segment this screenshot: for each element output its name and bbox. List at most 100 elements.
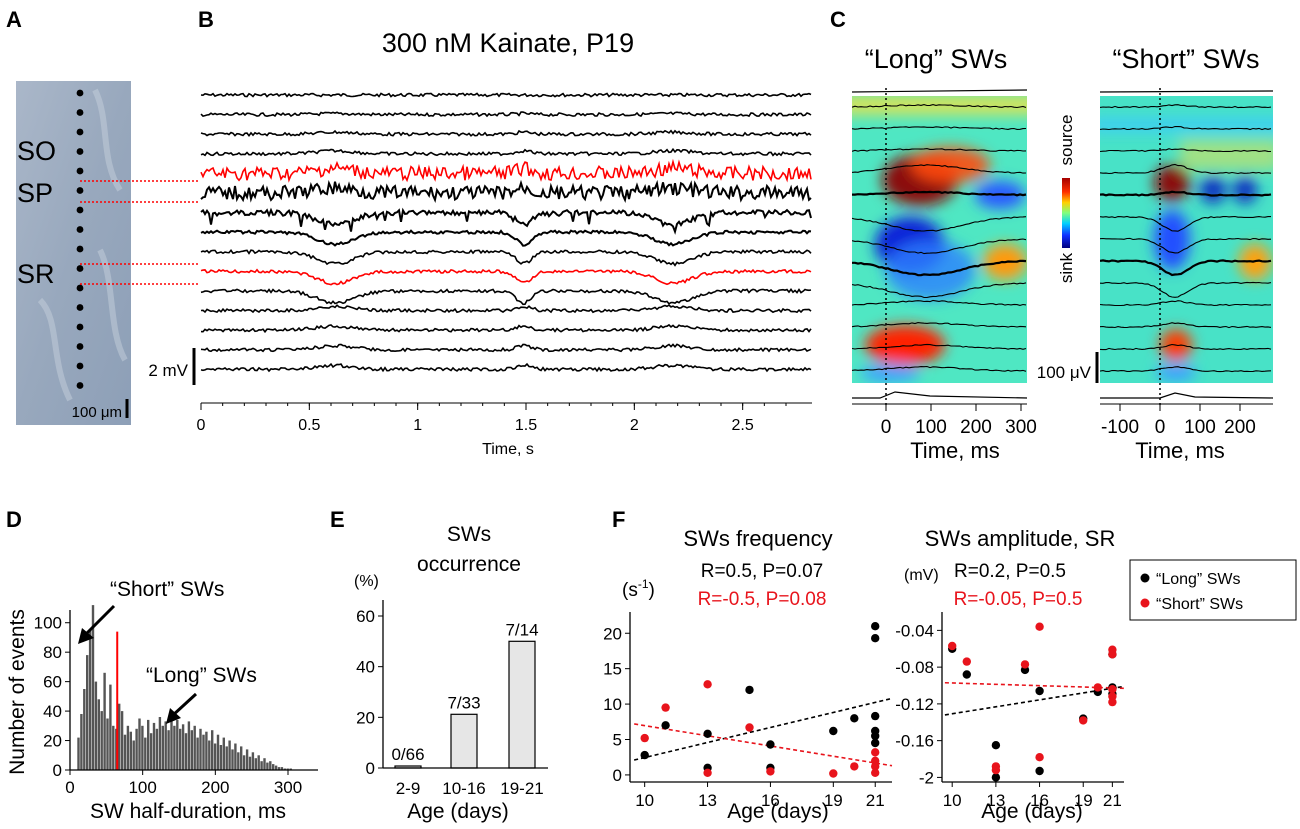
histogram-bar <box>158 717 162 770</box>
electrode-dot <box>76 245 84 253</box>
panel-e: E SWs occurrence (%) 0/66 2-9 7/33 10-16 7/1… <box>330 507 548 823</box>
amp-xlabel: Age (days) <box>981 800 1083 823</box>
scatter-point <box>1035 753 1044 762</box>
scatter-ytick-label: 5 <box>613 731 622 750</box>
freq-stat-red: R=-0.5, P=0.08 <box>698 589 827 610</box>
axis-b-tick-label: 2.5 <box>732 417 754 434</box>
histogram-bar <box>260 761 263 770</box>
panel-b: B 300 nM Kainate, P19 2 mV 0 0.5 1 1.5 2 2.5 … <box>148 7 812 458</box>
csd-trace <box>852 299 1027 306</box>
histogram-bar <box>184 733 188 770</box>
occurrence-category: 10-16 <box>442 779 485 798</box>
histogram-bar <box>132 740 135 770</box>
csd-short-traces <box>1100 104 1272 373</box>
histogram-bar <box>164 721 167 770</box>
histogram-bar <box>242 755 246 770</box>
legend-marker-short <box>1140 598 1150 608</box>
csd-trace <box>852 282 1027 299</box>
histogram-bar <box>100 711 103 770</box>
legend-label-long: “Long” SWs <box>1156 571 1240 588</box>
histogram-bar <box>103 672 106 770</box>
csd-trace <box>1100 259 1272 277</box>
scatter-point <box>640 733 649 743</box>
axis-d-ytick-label: 0 <box>53 761 62 780</box>
scatter-point <box>745 723 754 732</box>
lfp-trace <box>200 248 812 267</box>
electrode-dot <box>76 109 84 116</box>
lfp-trace <box>200 288 812 306</box>
axis-e-ytick-label: 60 <box>356 607 375 626</box>
histogram-bar <box>202 734 205 770</box>
csd-map-short <box>1100 96 1273 383</box>
scatter-ytick-label: 10 <box>603 695 622 714</box>
scatter-point <box>829 726 838 736</box>
axis-b-tick-label: 1 <box>413 417 422 434</box>
csd-trace <box>852 148 1027 152</box>
csd-trace <box>852 322 1027 328</box>
csd-short-trace-top <box>1099 90 1274 93</box>
histogram-bar <box>225 746 228 770</box>
electrode-dot <box>76 343 84 350</box>
scatter-point <box>1020 660 1030 669</box>
axis-d-ytick-label: 20 <box>43 732 62 751</box>
axis-c-tick-label: 200 <box>1224 417 1256 438</box>
histogram-bar <box>173 725 176 770</box>
csd-trace <box>1100 163 1272 175</box>
scatter-point <box>871 634 880 643</box>
histogram-bar <box>277 767 281 770</box>
csd-short-sink-sp1 <box>1200 176 1226 204</box>
histogram-bar <box>161 725 164 770</box>
colorbar <box>1062 178 1070 248</box>
electrode-dot <box>76 362 84 370</box>
layer-label-sp: SP <box>17 178 53 208</box>
scatter-point <box>991 773 1001 782</box>
scatter-ytick-label: -0.16 <box>895 732 934 751</box>
axis-c-tick-label: 300 <box>1005 417 1037 438</box>
scatter-ytick-label: -0.12 <box>895 695 934 714</box>
freq-stat-black: R=0.5, P=0.07 <box>701 561 824 582</box>
scatter-point <box>871 731 880 741</box>
amp-stat-red: R=-0.05, P=0.5 <box>954 589 1083 610</box>
histogram-bar <box>129 731 132 770</box>
panel-c: C “Long” SWs “Short” SWs 0 100 200 300 Time… <box>830 7 1274 463</box>
scatter-point <box>871 711 880 721</box>
scatter-point <box>962 670 971 679</box>
histogram-bar <box>123 734 127 770</box>
csd-trace <box>1100 343 1272 351</box>
axis-d-xlabel: SW half-duration, ms <box>90 800 286 823</box>
colorbar-label-sink: sink <box>1057 252 1076 283</box>
amp-stat-black: R=0.2, P=0.5 <box>954 561 1066 582</box>
tissue-texture <box>37 88 128 402</box>
electrode-dot <box>76 148 84 155</box>
scatter-point <box>850 762 859 771</box>
histogram-bar <box>257 755 260 770</box>
histogram-bar <box>248 756 252 770</box>
histogram-d <box>77 605 292 770</box>
scatter-xtick-label: 21 <box>866 791 885 810</box>
histogram-bar <box>245 749 249 770</box>
histogram-bar <box>176 719 179 770</box>
panel-e-unit: (%) <box>354 573 379 590</box>
electrode-dot <box>76 226 84 233</box>
scatter-point <box>1035 622 1044 631</box>
histogram-bar <box>141 725 144 770</box>
annot-long-sws: “Long” SWs <box>146 664 257 687</box>
axis-c-tick-label: 100 <box>915 417 947 438</box>
occurrence-category: 19-21 <box>500 779 543 798</box>
electrode-array <box>76 89 84 389</box>
lfp-traces <box>200 92 812 373</box>
histogram-bar <box>196 737 199 770</box>
legend-f: “Long” SWs “Short” SWs <box>1129 559 1297 621</box>
scatter-xtick-label: 19 <box>1074 791 1093 810</box>
histogram-bar <box>187 721 191 770</box>
scatter-xtick-label: 21 <box>1103 791 1122 810</box>
histogram-bar <box>234 743 237 770</box>
histogram-bar <box>219 745 223 770</box>
csd-short-xlabel: Time, ms <box>1135 438 1225 463</box>
axis-b-xlabel: Time, s <box>482 441 534 458</box>
axis-c-tick-label: 0 <box>1155 417 1166 438</box>
electrode-dot <box>76 128 84 136</box>
lfp-trace <box>200 343 812 353</box>
axis-c-tick-label: 0 <box>881 417 892 438</box>
axis-d-ytick-label: 80 <box>43 643 62 662</box>
